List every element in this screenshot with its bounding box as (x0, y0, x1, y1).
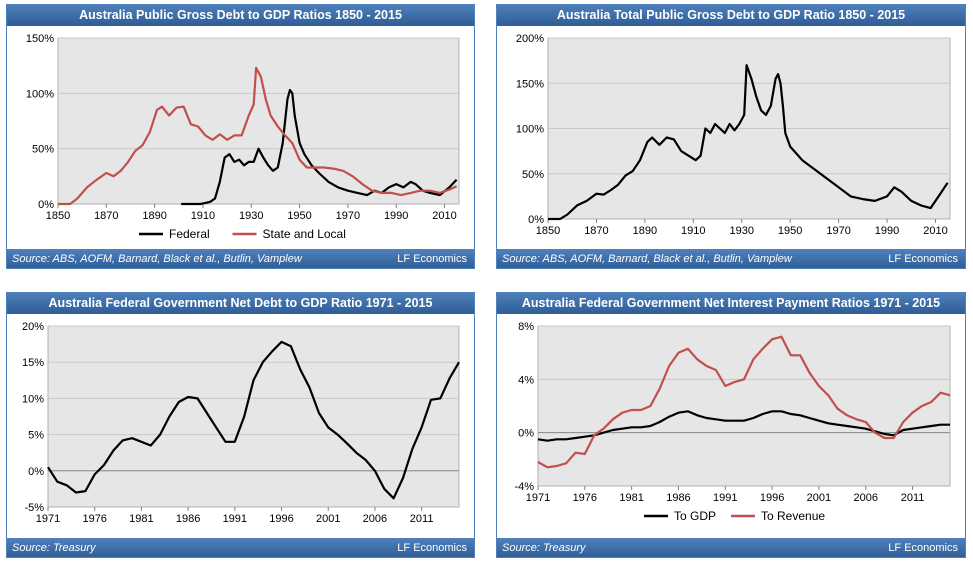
y-tick-label: 150% (516, 78, 544, 90)
brand-label: LF Economics (888, 253, 958, 265)
series-line-total (548, 64, 949, 221)
x-tick-label: 1971 (526, 492, 550, 504)
series-line-state-and-local (58, 66, 458, 206)
chart-title: Australia Federal Government Net Debt to… (6, 292, 475, 314)
chart-footer: Source: Treasury LF Economics (496, 538, 966, 558)
chart-title: Australia Public Gross Debt to GDP Ratio… (6, 4, 475, 26)
chart-footer: Source: ABS, AOFM, Barnard, Black et al.… (496, 249, 966, 269)
x-tick-label: 2001 (316, 513, 340, 525)
series-line-net-debt (47, 340, 460, 500)
y-tick-label: -5% (24, 502, 44, 514)
chart-source: Source: ABS, AOFM, Barnard, Black et al.… (12, 253, 302, 265)
x-tick-label: 1930 (729, 225, 753, 237)
x-tick-label: 1910 (191, 210, 215, 222)
x-tick-label: 1976 (573, 492, 597, 504)
x-tick-label: 1930 (239, 210, 263, 222)
plot-area (47, 325, 460, 508)
chart-panel-total-gross-debt: Australia Total Public Gross Debt to GDP… (496, 4, 966, 269)
x-tick-label: 1991 (223, 513, 247, 525)
legend-label: To Revenue (761, 509, 825, 523)
x-tick-label: 1990 (384, 210, 408, 222)
x-tick-label: 1970 (336, 210, 360, 222)
x-tick-label: 1950 (287, 210, 311, 222)
x-tick-label: 1981 (619, 492, 643, 504)
x-tick-label: 1870 (584, 225, 608, 237)
x-tick-label: 1986 (666, 492, 690, 504)
y-tick-label: 0% (528, 214, 544, 226)
chart-plot: -4% 0% 4% 8% 1971 1976 1981 1986 1991 1996 2001 200… (514, 321, 951, 523)
y-tick-label: 100% (26, 88, 54, 100)
chart-panel-net-interest-ratios: Australia Federal Government Net Interes… (496, 292, 966, 558)
x-tick-label: 1996 (760, 492, 784, 504)
legend-label: To GDP (674, 509, 716, 523)
chart-footer: Source: Treasury LF Economics (6, 538, 475, 558)
y-tick-label: -4% (514, 481, 534, 493)
chart-title: Australia Federal Government Net Interes… (496, 292, 966, 314)
y-tick-label: 150% (26, 33, 54, 45)
x-tick-label: 1990 (875, 225, 899, 237)
y-tick-label: 15% (22, 357, 44, 369)
x-tick-label: 1890 (142, 210, 166, 222)
x-tick-label: 1890 (633, 225, 657, 237)
x-tick-label: 2001 (807, 492, 831, 504)
x-tick-label: 2006 (853, 492, 877, 504)
x-tick-label: 1850 (46, 210, 70, 222)
chart-plot: 0% 50% 100% 150% 200% 1850 1870 1890 1910 1930 195… (516, 33, 951, 237)
brand-label: LF Economics (397, 542, 467, 554)
chart-plot: -5% 0% 5% 10% 15% 20% 1971 1976 1981 1986 1991 1996… (22, 321, 460, 525)
chart-title: Australia Total Public Gross Debt to GDP… (496, 4, 966, 26)
x-tick-label: 1971 (36, 513, 60, 525)
plot-area (537, 325, 951, 487)
x-tick-label: 1986 (176, 513, 200, 525)
x-tick-label: 2006 (363, 513, 387, 525)
y-tick-label: 50% (522, 169, 544, 181)
brand-label: LF Economics (397, 253, 467, 265)
chart-panel-gross-debt-ratios: Australia Public Gross Debt to GDP Ratio… (6, 4, 475, 269)
y-tick-label: 0% (38, 199, 54, 211)
y-tick-label: 0% (518, 428, 534, 440)
x-tick-label: 1981 (129, 513, 153, 525)
y-tick-label: 200% (516, 33, 544, 45)
x-tick-label: 1870 (94, 210, 118, 222)
chart-panel-federal-net-debt: Australia Federal Government Net Debt to… (6, 292, 475, 558)
y-tick-label: 100% (516, 124, 544, 136)
series-line-to-revenue (537, 335, 951, 469)
chart-source: Source: Treasury (12, 542, 96, 554)
x-tick-label: 2010 (432, 210, 456, 222)
chart-source: Source: ABS, AOFM, Barnard, Black et al.… (502, 253, 792, 265)
x-tick-label: 1850 (536, 225, 560, 237)
x-tick-label: 1996 (269, 513, 293, 525)
chart-footer: Source: ABS, AOFM, Barnard, Black et al.… (6, 249, 475, 269)
x-tick-label: 2011 (901, 492, 925, 504)
y-tick-label: 5% (28, 430, 44, 442)
x-tick-label: 2011 (410, 513, 434, 525)
x-tick-label: 1910 (681, 225, 705, 237)
legend-label: Federal (169, 227, 210, 241)
series-line-federal (181, 88, 458, 206)
y-tick-label: 4% (518, 374, 534, 386)
y-tick-label: 50% (32, 144, 54, 156)
y-tick-label: 20% (22, 321, 44, 333)
brand-label: LF Economics (888, 542, 958, 554)
x-tick-label: 2010 (923, 225, 947, 237)
x-tick-label: 1970 (826, 225, 850, 237)
x-tick-label: 1991 (713, 492, 737, 504)
y-tick-label: 0% (28, 466, 44, 478)
chart-source: Source: Treasury (502, 542, 586, 554)
series-line-to-gdp (537, 410, 950, 442)
chart-plot: 0% 50% 100% 150% 1850 1870 1890 1910 1930 1950 197… (26, 33, 460, 241)
x-tick-label: 1950 (778, 225, 802, 237)
y-tick-label: 8% (518, 321, 534, 333)
plot-area (57, 37, 460, 205)
x-tick-label: 1976 (82, 513, 106, 525)
legend-label: State and Local (263, 227, 346, 241)
y-tick-label: 10% (22, 393, 44, 405)
